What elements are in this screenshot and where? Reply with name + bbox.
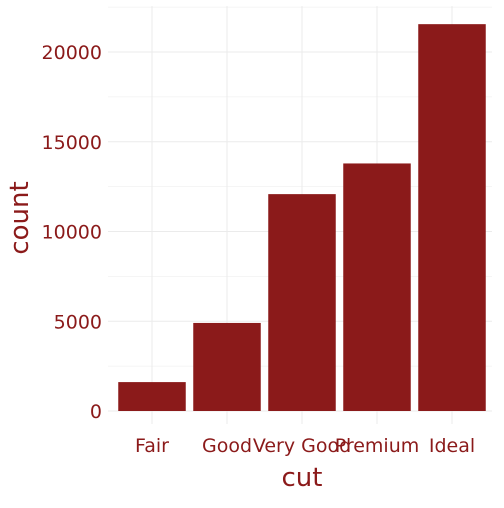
y-tick-label: 15000	[42, 132, 102, 154]
x-tick-label: Premium	[335, 435, 420, 457]
bar-very-good	[268, 194, 336, 411]
x-axis-title: cut	[282, 463, 323, 493]
bar-good	[193, 322, 261, 411]
x-tick-label: Very Good	[253, 435, 351, 457]
y-tick-label: 20000	[42, 42, 102, 64]
y-tick-labels: 0 5000 10000 15000 20000	[42, 42, 102, 423]
bars-layer	[118, 24, 486, 412]
x-tick-label: Good	[202, 435, 252, 457]
y-tick-label: 0	[90, 401, 102, 423]
bar-ideal	[418, 24, 486, 412]
bar-fair	[118, 382, 186, 411]
x-tick-label: Fair	[135, 435, 169, 457]
y-tick-label: 5000	[54, 311, 102, 333]
y-axis-title: count	[5, 181, 35, 254]
x-tick-label: Ideal	[429, 435, 475, 457]
bar-premium	[343, 163, 411, 411]
y-tick-label: 10000	[42, 222, 102, 244]
